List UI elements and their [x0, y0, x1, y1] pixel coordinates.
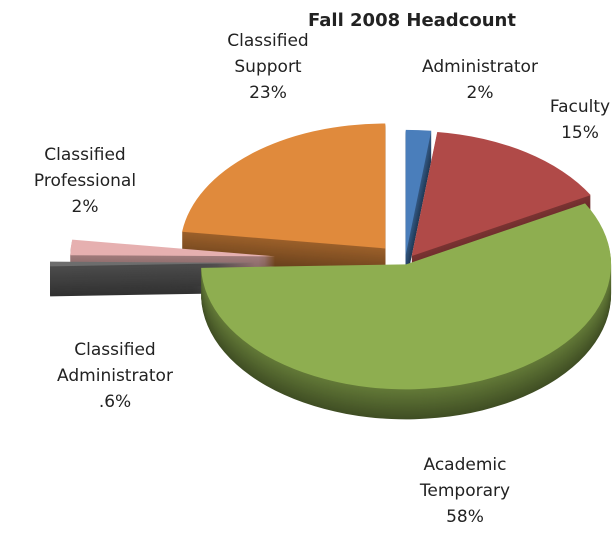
slice: [405, 129, 432, 255]
slice: [411, 132, 591, 257]
category-label-line: Academic: [424, 455, 507, 475]
category-label: Classified Administrator: [57, 340, 173, 386]
value-label: 2%: [467, 83, 494, 103]
value-label: 58%: [446, 507, 484, 527]
category-label: Academic Temporary: [419, 455, 510, 501]
value-label: 2%: [72, 197, 99, 217]
category-label-line: Faculty: [550, 97, 610, 117]
category-label-line: Administrator: [422, 57, 538, 77]
category-label: Faculty: [550, 97, 610, 117]
category-label-line: Temporary: [419, 481, 510, 501]
value-label: 23%: [249, 83, 287, 103]
slice: [50, 261, 256, 267]
category-label-line: Classified: [227, 31, 308, 51]
slice: [70, 239, 276, 257]
category-label-line: Administrator: [57, 366, 173, 386]
pie-slices: [50, 123, 612, 390]
category-label: Classified Professional: [34, 145, 136, 191]
labels: Administrator 2% Faculty 15% Academic Tempora…: [34, 31, 610, 527]
chart-title: Fall 2008 Headcount: [308, 10, 516, 31]
category-label: Classified Support: [227, 31, 308, 77]
category-label-line: Classified: [44, 145, 125, 165]
value-label: 15%: [561, 123, 599, 143]
category-label-line: Classified: [74, 340, 155, 360]
slice: [182, 123, 386, 249]
category-label-line: Professional: [34, 171, 136, 191]
value-label: .6%: [99, 392, 131, 412]
slice: [201, 203, 612, 390]
category-label-line: Support: [234, 57, 302, 77]
category-label: Administrator: [422, 57, 538, 77]
